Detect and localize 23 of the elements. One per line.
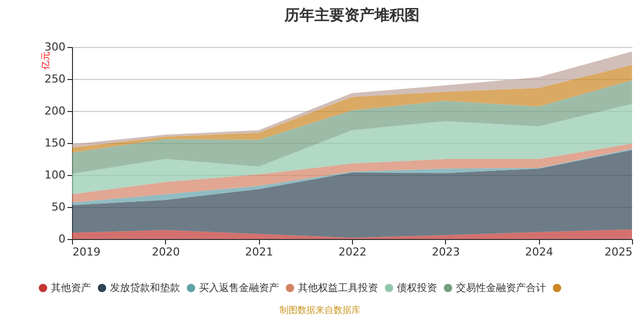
x-tick-label: 2020: [152, 246, 180, 258]
y-tick-label: 250: [44, 72, 66, 86]
y-tick-label: 0: [58, 232, 66, 246]
y-tick-label: 200: [44, 104, 66, 118]
y-axis-title: 亿元: [40, 52, 52, 70]
y-tick-label: 50: [52, 200, 66, 214]
legend-label: 买入返售金融资产: [199, 282, 279, 294]
legend-label: 发放贷款和垫款: [110, 282, 180, 294]
chart-title: 历年主要资产堆积图: [284, 6, 420, 24]
legend-label: 其他权益工具投资: [298, 282, 378, 294]
y-tick-label: 300: [44, 40, 66, 54]
x-tick-label: 2022: [338, 246, 366, 258]
legend-label: 债权投资: [397, 282, 437, 294]
legend-label: 其他资产: [51, 282, 91, 294]
x-tick-label: 2024: [525, 246, 554, 258]
y-tick-label: 150: [44, 136, 66, 150]
x-tick-label: 2025: [604, 246, 632, 258]
x-tick-label: 2021: [245, 246, 274, 258]
legend-label: 交易性金融资产合计: [456, 282, 546, 294]
x-tick-label: 2023: [432, 246, 460, 258]
x-tick-label: 2019: [72, 246, 100, 258]
y-tick-label: 100: [44, 168, 66, 182]
text: 制图数据来自数据库: [278, 304, 362, 317]
